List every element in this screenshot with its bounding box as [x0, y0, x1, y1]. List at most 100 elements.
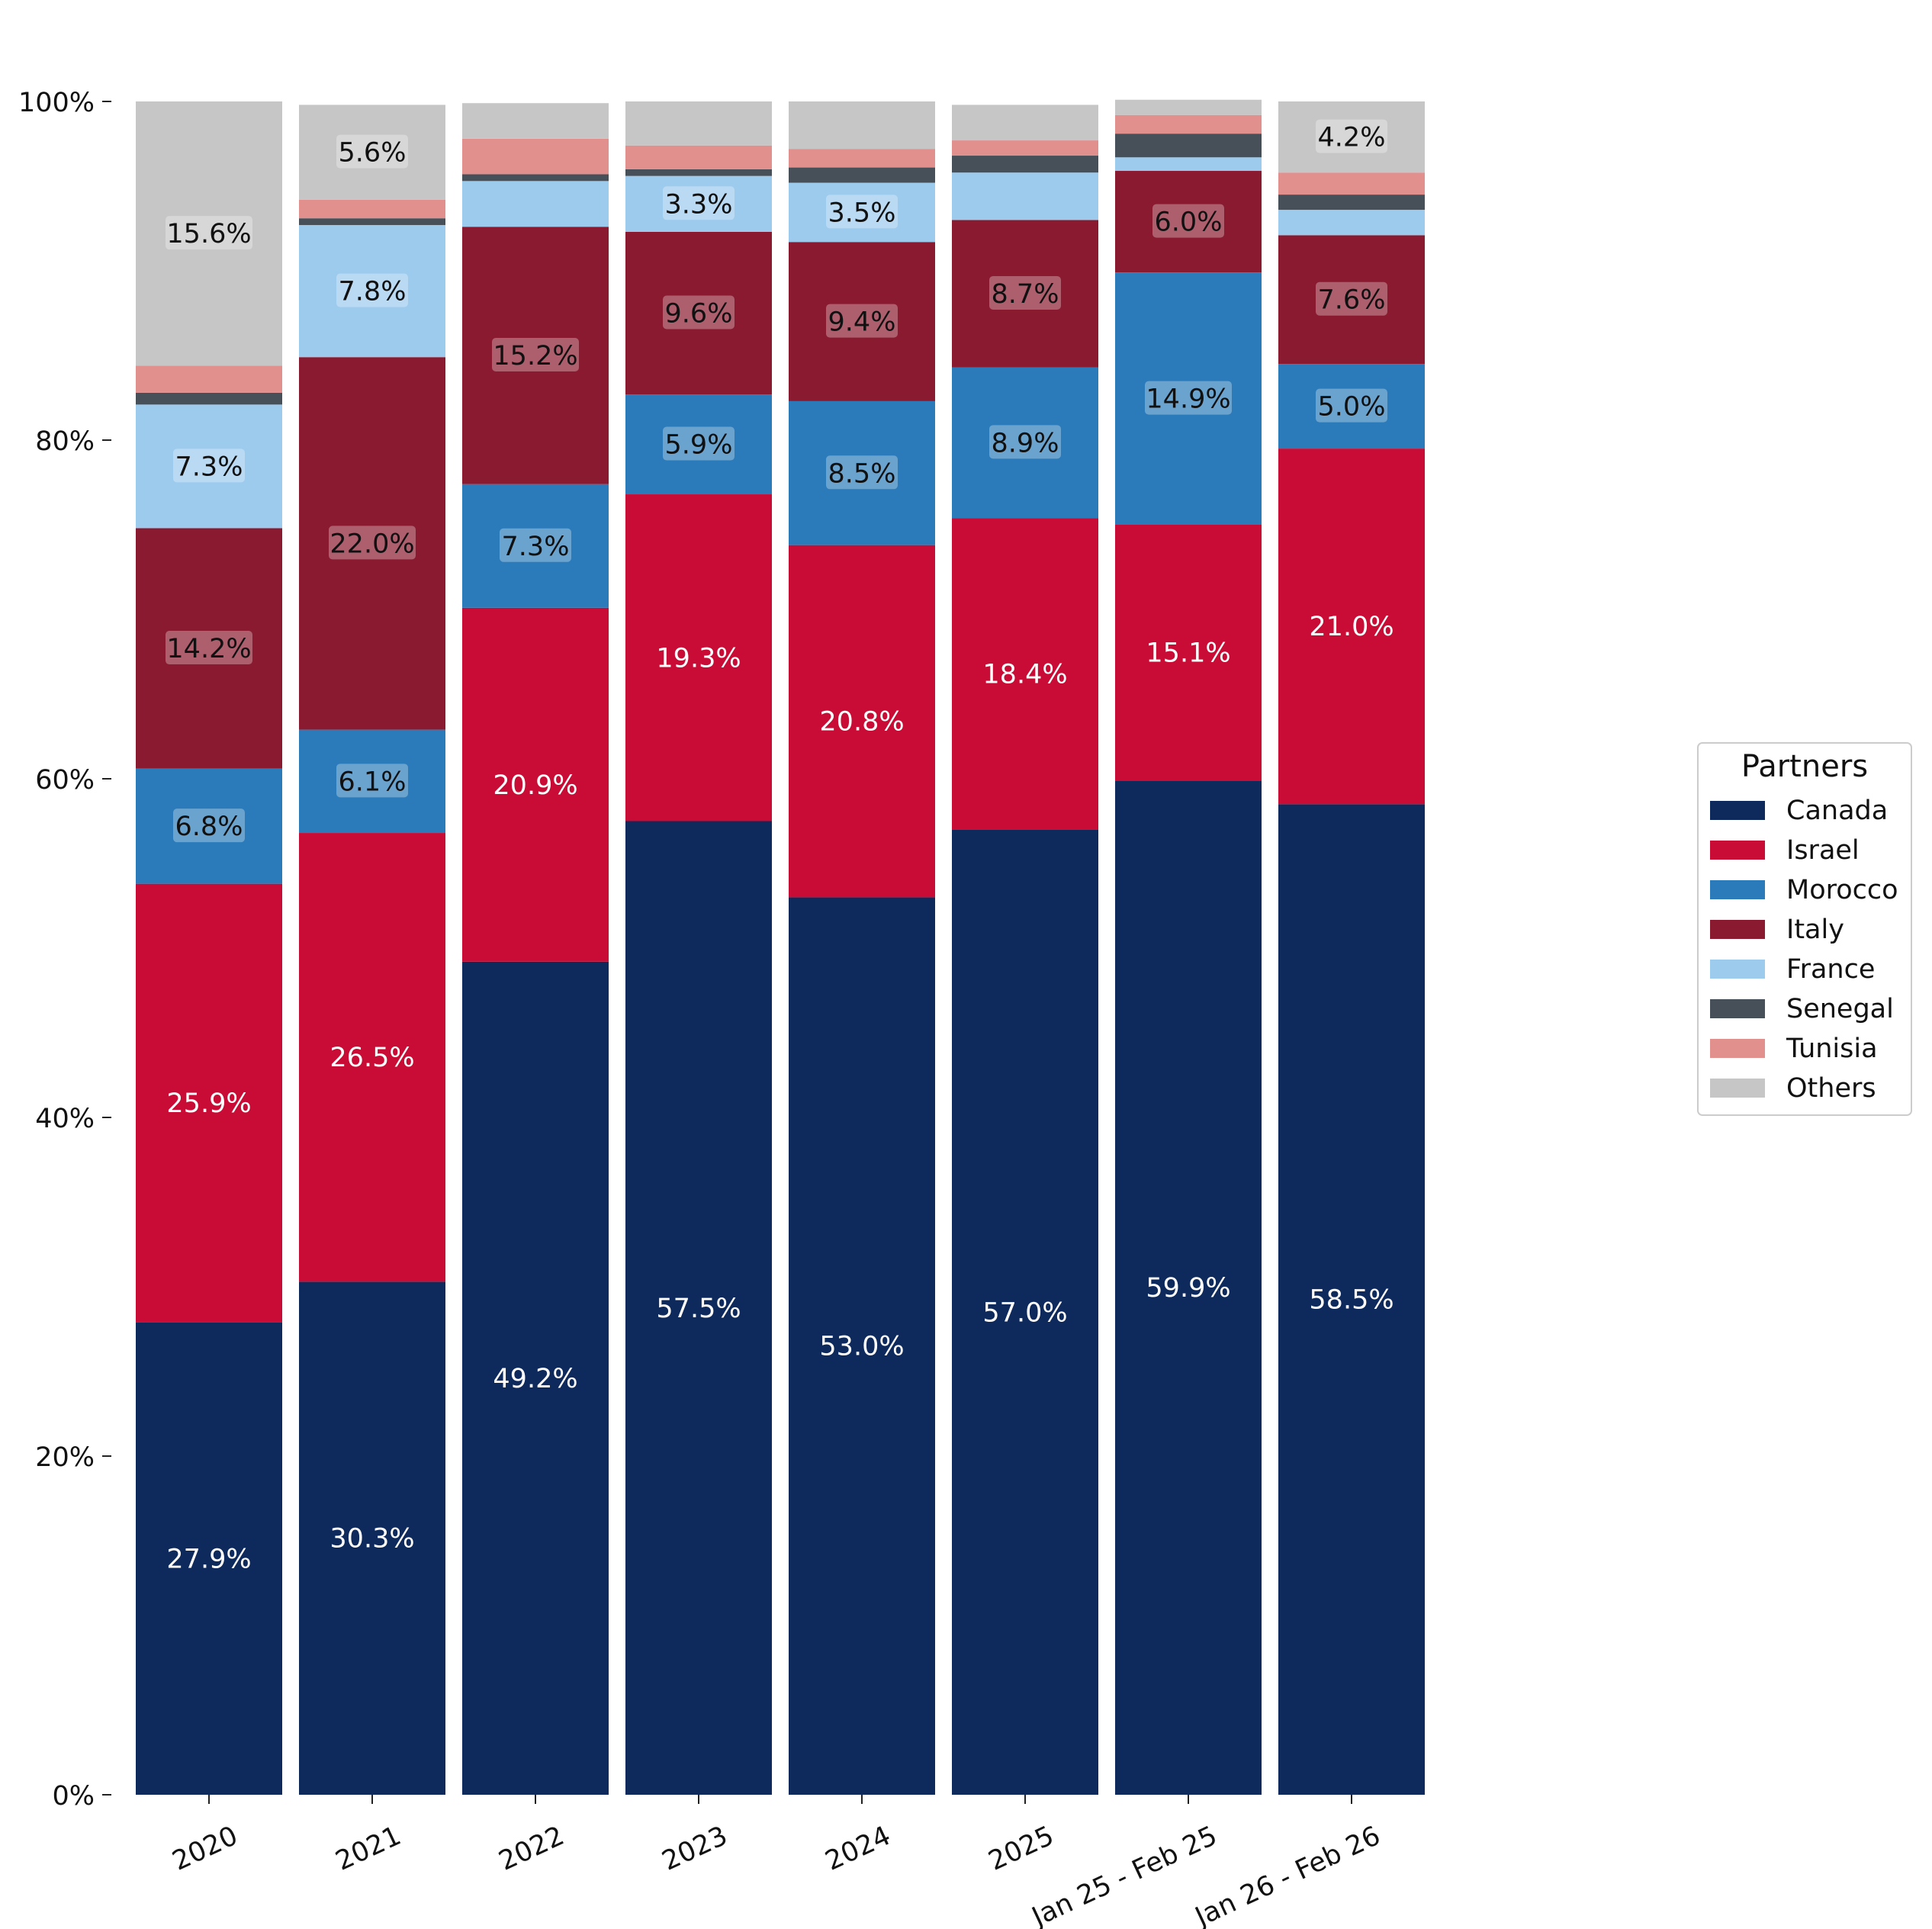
legend-label: Tunisia — [1786, 1034, 1878, 1064]
bar-segment-senegal — [1278, 195, 1425, 211]
data-label-france: 7.8% — [336, 273, 408, 307]
data-label-box — [336, 764, 408, 798]
bar-segment-israel — [789, 545, 935, 898]
data-label-text: 9.6% — [665, 299, 733, 330]
bar-segment-senegal — [789, 167, 935, 183]
data-label-italy: 14.2% — [166, 631, 252, 665]
data-label-box — [1316, 281, 1387, 316]
data-label-text: 15.2% — [493, 341, 577, 371]
data-label-box — [329, 526, 416, 560]
data-label-text: 5.9% — [665, 430, 733, 461]
bar-segment-morocco — [1278, 364, 1425, 449]
data-label-israel: 20.9% — [493, 770, 577, 801]
bar-segment-israel — [625, 494, 772, 821]
bar-segment-others — [462, 103, 609, 139]
data-label-text: 26.5% — [330, 1043, 414, 1073]
bar-segment-others — [299, 104, 445, 200]
data-label-text: 8.5% — [828, 458, 896, 489]
bar-segment-canada — [1278, 804, 1425, 1795]
data-label-text: 5.0% — [1318, 392, 1386, 423]
bar-segment-canada — [462, 961, 609, 1795]
data-label-israel: 19.3% — [656, 643, 741, 674]
data-label-text: 59.9% — [1146, 1273, 1230, 1304]
data-label-canada: 57.0% — [982, 1297, 1067, 1328]
bar-segment-morocco — [136, 768, 282, 884]
bar-segment-italy — [625, 231, 772, 395]
data-label-text: 53.0% — [819, 1332, 904, 1362]
bar-segment-morocco — [789, 400, 935, 545]
legend-item-italy: Italy — [1710, 915, 1844, 945]
data-label-text: 18.4% — [982, 659, 1067, 690]
x-tick-label: 2025 — [984, 1821, 1059, 1877]
data-label-text: 7.6% — [1318, 285, 1386, 316]
data-label-text: 49.2% — [493, 1364, 577, 1394]
data-label-morocco: 8.9% — [989, 425, 1061, 459]
legend-item-senegal: Senegal — [1710, 994, 1894, 1024]
y-tick-label: 20% — [35, 1442, 95, 1473]
data-label-canada: 58.5% — [1309, 1285, 1394, 1316]
bar-segment-tunisia — [625, 145, 772, 169]
legend-label: Others — [1786, 1073, 1876, 1104]
data-label-text: 4.2% — [1318, 123, 1386, 153]
bar-segment-morocco — [299, 729, 445, 834]
bar-segment-senegal — [1115, 133, 1262, 158]
data-label-box — [173, 448, 245, 483]
data-label-text: 14.9% — [1146, 384, 1230, 415]
data-label-canada: 27.9% — [166, 1544, 251, 1574]
data-label-morocco: 7.3% — [500, 528, 571, 562]
bar-segment-italy — [299, 357, 445, 730]
bar-segment-tunisia — [789, 149, 935, 168]
data-label-morocco: 6.1% — [336, 764, 408, 798]
data-label-text: 21.0% — [1309, 612, 1394, 642]
x-tick-label: 2022 — [494, 1821, 569, 1877]
data-label-box — [1316, 119, 1387, 153]
y-tick-label: 100% — [18, 88, 95, 118]
bar-segment-others — [1115, 99, 1262, 115]
bar-segment-tunisia — [952, 140, 1098, 156]
data-label-italy: 15.2% — [492, 338, 579, 371]
legend-swatch — [1710, 1079, 1765, 1098]
bar-segment-israel — [1115, 525, 1262, 781]
data-label-text: 7.3% — [175, 452, 243, 482]
data-label-box — [826, 455, 898, 490]
bar-segment-italy — [136, 528, 282, 769]
bar-segment-tunisia — [299, 199, 445, 219]
data-label-text: 15.6% — [166, 219, 251, 249]
bar-segment-france — [1115, 157, 1262, 172]
data-labels: 27.9% 25.9% 6.8% 14.2% 7.3% 15.6% 30.3% 26.5% 6.… — [166, 119, 1394, 1574]
bar-segment-france — [136, 404, 282, 529]
data-label-box — [166, 216, 252, 250]
legend-label: Italy — [1786, 915, 1844, 945]
legend-swatch — [1710, 920, 1765, 939]
y-axis: 0% 20% 40% 60% 80% 100% — [18, 88, 111, 1812]
legend-title: Partners — [1741, 749, 1868, 784]
data-label-text: 27.9% — [166, 1544, 251, 1574]
legend: Partners Canada Israel Morocco Italy France Se… — [1697, 742, 1912, 1116]
data-label-israel: 15.1% — [1146, 638, 1230, 669]
legend-box — [1697, 742, 1912, 1116]
data-label-box — [166, 631, 252, 665]
bar-segment-france — [952, 172, 1098, 220]
data-label-morocco: 5.0% — [1316, 388, 1387, 423]
bar-segment-others — [952, 104, 1098, 141]
bar-segment-france — [625, 175, 772, 232]
bar-segment-israel — [462, 607, 609, 962]
data-label-canada: 49.2% — [493, 1364, 577, 1394]
data-label-israel: 20.8% — [819, 707, 904, 738]
legend-item-morocco: Morocco — [1710, 875, 1898, 905]
data-label-box — [663, 426, 735, 461]
data-label-morocco: 5.9% — [663, 426, 735, 461]
data-label-italy: 9.4% — [826, 304, 898, 338]
legend-label: France — [1786, 954, 1875, 985]
legend-swatch — [1710, 1039, 1765, 1058]
data-label-italy: 22.0% — [329, 526, 416, 560]
legend-label: Senegal — [1786, 994, 1894, 1024]
data-label-text: 6.8% — [175, 812, 243, 842]
bar-segment-italy — [1115, 171, 1262, 273]
data-label-box — [1152, 204, 1224, 238]
legend-swatch — [1710, 841, 1765, 860]
bar-segment-senegal — [952, 156, 1098, 173]
x-tick-label: Jan 26 - Feb 26 — [1190, 1821, 1385, 1929]
bar-segment-canada — [299, 1281, 445, 1795]
bar-segment-others — [625, 101, 772, 146]
